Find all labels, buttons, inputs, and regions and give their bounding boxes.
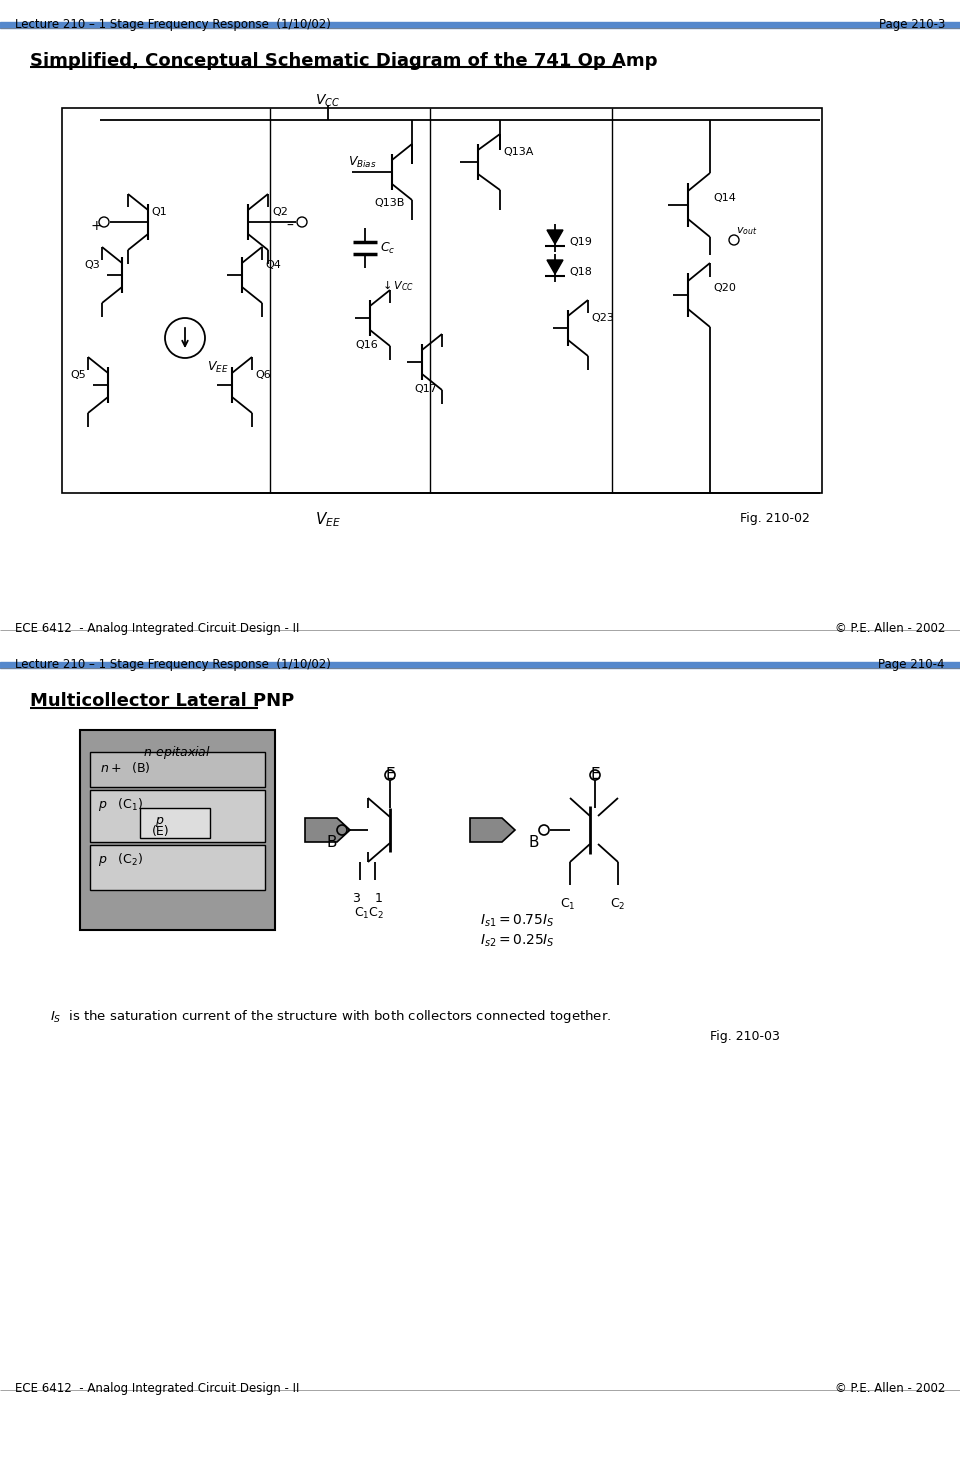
Bar (0, 22, 960, 28)
Text: Fig. 210-03: Fig. 210-03 (710, 1030, 780, 1043)
Text: C$_1$C$_2$: C$_1$C$_2$ (354, 906, 384, 920)
Text: Q6: Q6 (255, 370, 271, 380)
Text: $V_{EE}$: $V_{EE}$ (315, 510, 341, 529)
Bar (90, 790, 265, 842)
Text: E: E (385, 767, 395, 782)
Bar (90, 844, 265, 890)
Text: –: – (286, 219, 293, 232)
Polygon shape (547, 260, 563, 275)
Text: B: B (529, 836, 540, 850)
Text: +: + (90, 219, 102, 232)
Text: Fig. 210-02: Fig. 210-02 (740, 511, 810, 524)
Text: C$_1$: C$_1$ (561, 897, 576, 912)
Text: Q14: Q14 (713, 193, 736, 203)
Text: Q2: Q2 (272, 207, 288, 218)
Text: C$_2$: C$_2$ (611, 897, 626, 912)
Bar (0, 662, 960, 668)
Text: Q23: Q23 (591, 313, 613, 323)
Text: $p$   (C$_1$): $p$ (C$_1$) (98, 796, 143, 812)
Text: Q17: Q17 (414, 384, 437, 394)
Text: $p$: $p$ (155, 815, 164, 828)
Polygon shape (547, 229, 563, 244)
Text: 1: 1 (375, 893, 383, 904)
Text: (E): (E) (152, 825, 170, 839)
Bar (140, 808, 210, 839)
Text: $I_S$  is the saturation current of the structure with both collectors connected: $I_S$ is the saturation current of the s… (50, 1008, 612, 1026)
Text: $V_{EE}$: $V_{EE}$ (207, 359, 228, 375)
Text: Lecture 210 – 1 Stage Frequency Response  (1/10/02): Lecture 210 – 1 Stage Frequency Response… (15, 18, 331, 31)
Text: Q16: Q16 (355, 340, 377, 351)
Text: Q3: Q3 (84, 260, 100, 270)
Text: Q4: Q4 (265, 260, 281, 270)
Text: Q20: Q20 (713, 283, 736, 294)
Text: $I_{s2} = 0.25I_S$: $I_{s2} = 0.25I_S$ (480, 934, 555, 950)
Text: $C_c$: $C_c$ (380, 241, 396, 256)
Polygon shape (470, 818, 515, 842)
Text: Q5: Q5 (70, 370, 85, 380)
Text: Simplified, Conceptual Schematic Diagram of the 741 Op Amp: Simplified, Conceptual Schematic Diagram… (30, 53, 658, 70)
Text: $V_{CC}$: $V_{CC}$ (316, 94, 341, 110)
Text: ECE 6412  - Analog Integrated Circuit Design - II: ECE 6412 - Analog Integrated Circuit Des… (15, 622, 300, 636)
Text: Q18: Q18 (569, 267, 592, 278)
Text: $I_{s1} = 0.75I_S$: $I_{s1} = 0.75I_S$ (480, 913, 555, 929)
Text: © P.E. Allen - 2002: © P.E. Allen - 2002 (834, 1382, 945, 1395)
Bar (80, 730, 275, 931)
Text: E: E (590, 767, 600, 782)
Text: Multicollector Lateral PNP: Multicollector Lateral PNP (30, 693, 295, 710)
Text: Q1: Q1 (151, 207, 167, 218)
Bar (62, 108, 822, 492)
Text: $n$-epitaxial: $n$-epitaxial (143, 744, 211, 761)
Text: B: B (326, 836, 337, 850)
Text: $v_{out}$: $v_{out}$ (736, 225, 757, 237)
Text: $V_{Bias}$: $V_{Bias}$ (348, 155, 376, 169)
Text: Lecture 210 – 1 Stage Frequency Response  (1/10/02): Lecture 210 – 1 Stage Frequency Response… (15, 657, 331, 671)
Polygon shape (305, 818, 350, 842)
Text: $\downarrow$$V_{CC}$: $\downarrow$$V_{CC}$ (380, 278, 414, 292)
Text: © P.E. Allen - 2002: © P.E. Allen - 2002 (834, 622, 945, 636)
Bar (90, 752, 265, 787)
Text: Page 210-3: Page 210-3 (878, 18, 945, 31)
Text: Page 210-4: Page 210-4 (878, 657, 945, 671)
Text: Q19: Q19 (569, 237, 592, 247)
Text: $p$   (C$_2$): $p$ (C$_2$) (98, 850, 143, 868)
Text: 3: 3 (352, 893, 360, 904)
Text: $n+$  (B): $n+$ (B) (100, 760, 151, 774)
Text: Q13B: Q13B (374, 199, 404, 207)
Text: Q13A: Q13A (503, 148, 534, 156)
Text: ECE 6412  - Analog Integrated Circuit Design - II: ECE 6412 - Analog Integrated Circuit Des… (15, 1382, 300, 1395)
